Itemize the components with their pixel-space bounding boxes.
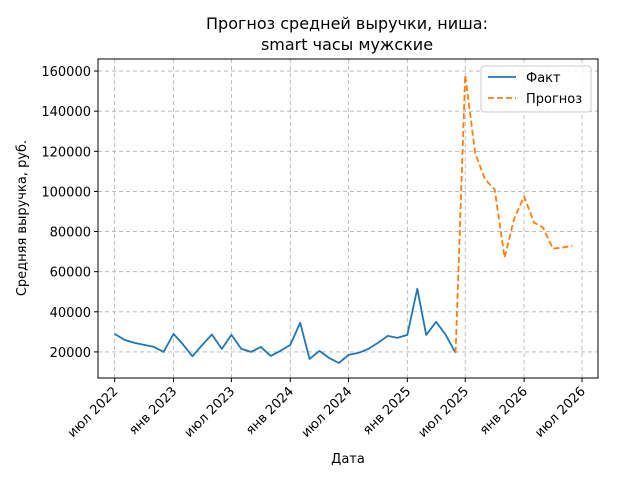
x-tick-label: июл 2025 bbox=[416, 384, 473, 441]
y-tick-label: 40000 bbox=[50, 306, 91, 321]
chart-subtitle: smart часы мужские bbox=[261, 35, 433, 54]
y-tick-label: 60000 bbox=[50, 266, 91, 281]
x-tick-label: июл 2023 bbox=[182, 384, 239, 441]
y-tick-label: 140000 bbox=[41, 105, 91, 120]
legend: Факт Прогноз bbox=[480, 65, 592, 113]
y-tick-label: 100000 bbox=[41, 185, 91, 200]
chart-title: Прогноз средней выручки, ниша: bbox=[206, 14, 488, 33]
x-axis-label: Дата bbox=[331, 452, 365, 467]
legend-label-forecast: Прогноз bbox=[526, 92, 582, 107]
x-tick-label: янв 2026 bbox=[477, 384, 531, 438]
y-axis-label: Средняя выручка, руб. bbox=[15, 140, 30, 296]
x-tick-label: янв 2023 bbox=[126, 384, 180, 438]
x-tick-label: янв 2024 bbox=[243, 384, 297, 438]
y-tick-label: 160000 bbox=[41, 65, 91, 80]
y-tick-label: 80000 bbox=[50, 226, 91, 241]
x-tick-label: июл 2024 bbox=[299, 384, 356, 441]
y-tick-label: 120000 bbox=[41, 145, 91, 160]
x-tick-label: июл 2026 bbox=[532, 384, 589, 441]
y-tick-label: 20000 bbox=[50, 346, 91, 361]
legend-label-fact: Факт bbox=[526, 71, 561, 86]
series-layer bbox=[114, 74, 573, 364]
axes: 20000 40000 60000 80000 100000 120000 140000 16… bbox=[41, 65, 588, 441]
series-line-forecast bbox=[454, 74, 573, 353]
series-line-fact bbox=[114, 287, 457, 364]
x-tick-label: янв 2025 bbox=[360, 384, 414, 438]
x-tick-label: июл 2022 bbox=[65, 384, 122, 441]
